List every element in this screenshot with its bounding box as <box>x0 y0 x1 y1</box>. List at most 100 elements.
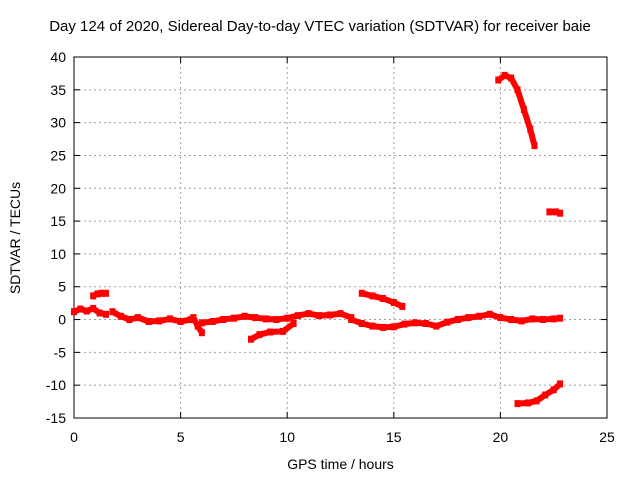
data-point <box>77 305 84 313</box>
data-point <box>412 319 419 327</box>
data-point <box>117 312 124 320</box>
data-point <box>305 310 312 318</box>
data-point <box>550 315 557 323</box>
data-point <box>540 316 546 323</box>
data-point <box>358 320 365 327</box>
y-tick-label: 15 <box>50 213 66 229</box>
data-point <box>103 289 109 297</box>
data-point <box>501 71 508 79</box>
data-point <box>145 318 152 325</box>
data-point <box>90 292 97 300</box>
data-point <box>294 312 301 320</box>
data-point <box>209 318 216 325</box>
data-point <box>399 302 406 310</box>
data-point <box>518 317 525 325</box>
series-line <box>495 72 538 149</box>
data-point <box>444 318 451 326</box>
y-axis-label: SDTVAR / TECUs <box>7 181 23 295</box>
data-point <box>326 311 333 319</box>
y-tick-label: 40 <box>50 49 66 65</box>
x-tick-label: 25 <box>599 429 615 445</box>
data-point <box>369 322 376 330</box>
y-tick-label: 0 <box>58 312 66 328</box>
data-point <box>190 314 197 322</box>
data-point <box>520 106 527 113</box>
data-point <box>252 314 259 322</box>
data-point <box>290 320 297 327</box>
data-point <box>557 209 564 217</box>
data-point <box>256 331 263 339</box>
data-point <box>557 380 564 388</box>
data-point <box>525 399 532 407</box>
chart-title: Day 124 of 2020, Sidereal Day-to-day VTE… <box>49 18 591 35</box>
data-point <box>380 295 387 302</box>
data-point <box>262 315 269 323</box>
data-point <box>550 386 557 394</box>
plot-frame <box>73 56 608 419</box>
data-point <box>135 314 141 322</box>
x-tick-label: 0 <box>70 429 78 445</box>
data-point <box>527 125 534 133</box>
data-point <box>156 317 163 325</box>
data-point <box>401 320 408 328</box>
y-tick-label: -15 <box>46 410 66 426</box>
data-point <box>177 318 184 325</box>
data-point <box>552 208 559 216</box>
data-point <box>316 312 323 320</box>
data-point <box>476 312 483 320</box>
data-point <box>198 329 205 337</box>
data-point <box>71 308 77 316</box>
data-point <box>90 304 97 312</box>
data-point <box>508 74 515 82</box>
data-point <box>96 309 103 317</box>
y-tick-label: -10 <box>46 377 66 393</box>
data-point <box>284 314 291 322</box>
data-point <box>98 289 105 297</box>
data-point <box>337 310 344 318</box>
x-tick-label: 20 <box>493 429 509 445</box>
data-point <box>542 391 549 399</box>
data-point <box>126 316 133 323</box>
data-point <box>514 400 521 408</box>
data-point <box>486 310 493 318</box>
data-point <box>529 315 536 323</box>
data-point <box>465 314 472 322</box>
y-tick-label: 30 <box>50 115 66 131</box>
x-tick-label: 15 <box>386 429 402 445</box>
data-point <box>83 307 90 315</box>
data-point <box>557 314 564 322</box>
data-point <box>198 319 205 327</box>
data-point <box>531 142 538 150</box>
data-point <box>514 86 521 94</box>
data-point <box>267 328 274 336</box>
x-axis-label: GPS time / hours <box>287 456 394 472</box>
y-tick-label: 25 <box>50 147 66 163</box>
y-tick-label: 5 <box>58 279 66 295</box>
data-point <box>433 322 440 330</box>
data-point <box>248 335 254 343</box>
data-point <box>109 308 116 316</box>
data-point <box>348 316 355 323</box>
data-point <box>194 322 201 330</box>
y-tick-label: 35 <box>50 82 66 98</box>
y-tick-label: 20 <box>50 180 66 196</box>
data-point <box>546 208 553 216</box>
data-point <box>380 323 387 331</box>
data-point <box>422 320 429 327</box>
data-point <box>390 323 397 331</box>
data-point <box>497 314 504 322</box>
data-point <box>94 290 101 298</box>
data-point <box>369 292 376 300</box>
data-point <box>454 316 461 323</box>
data-point <box>220 316 227 323</box>
x-tick-label: 10 <box>279 429 295 445</box>
x-tick-label: 5 <box>177 429 185 445</box>
y-tick-label: -5 <box>54 344 67 360</box>
data-point <box>279 327 286 335</box>
data-point <box>358 289 365 297</box>
data-point <box>103 310 109 318</box>
data-point <box>390 299 397 306</box>
data-point <box>508 316 515 323</box>
